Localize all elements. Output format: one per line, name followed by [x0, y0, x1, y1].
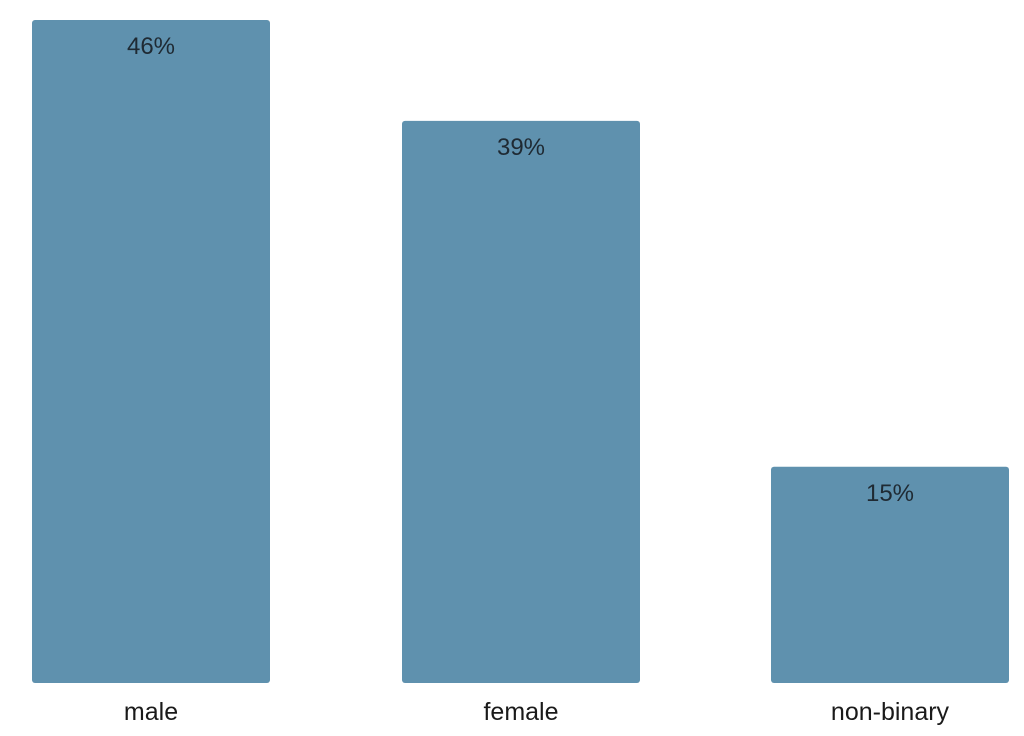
value-label-female: 39%	[497, 134, 545, 161]
bar-non-binary	[771, 466, 1009, 683]
bar-female	[402, 120, 640, 684]
bar-male	[32, 20, 270, 683]
category-labels-group: male female non-binary	[124, 698, 950, 726]
value-label-non-binary: 15%	[866, 480, 914, 507]
value-labels-group: 46% 39% 15%	[127, 33, 914, 507]
category-label-female: female	[483, 698, 558, 726]
category-label-male: male	[124, 698, 178, 726]
category-label-non-binary: non-binary	[831, 698, 950, 726]
bars-group	[32, 20, 1009, 684]
value-label-male: 46%	[127, 33, 175, 60]
